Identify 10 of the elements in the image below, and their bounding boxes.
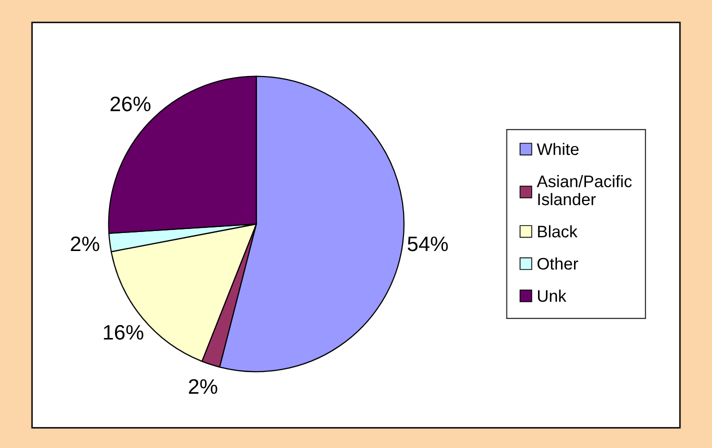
legend-label: Asian/Pacific Islander: [536, 175, 632, 206]
data-label: 54%: [408, 236, 448, 252]
legend-label: White: [536, 142, 579, 156]
legend-label: Unk: [538, 290, 566, 302]
legend-label: Other: [538, 257, 578, 270]
data-label: 26%: [110, 96, 150, 112]
data-label: 16%: [104, 324, 144, 340]
legend-label: Black: [538, 225, 578, 238]
data-label: 2%: [70, 236, 100, 252]
data-label: 2%: [188, 379, 218, 394]
